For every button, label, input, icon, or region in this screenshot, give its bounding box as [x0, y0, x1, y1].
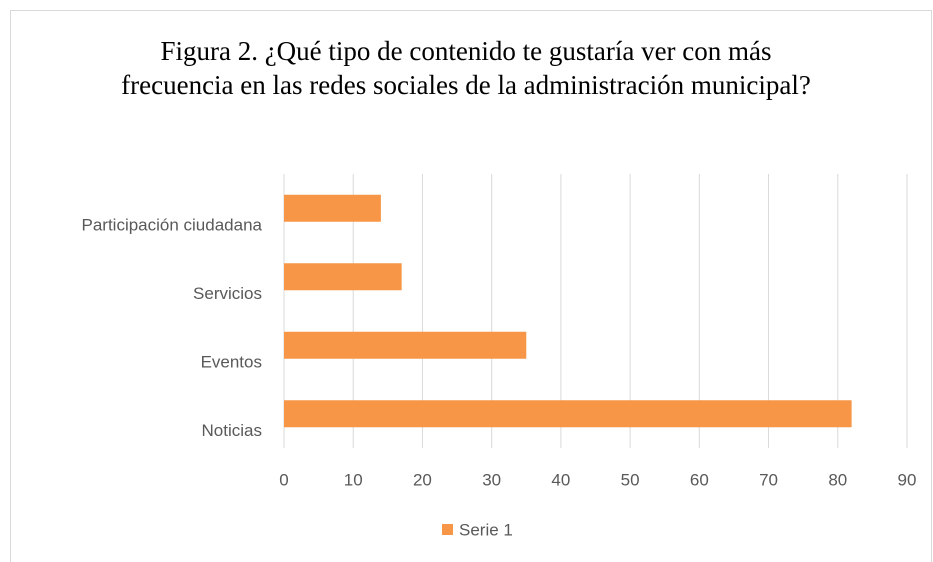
x-tick-label: 10	[344, 470, 363, 489]
y-tick-label: Servicios	[193, 284, 262, 303]
x-tick-label: 80	[828, 470, 847, 489]
legend-swatch	[442, 524, 453, 535]
x-tick-label: 0	[279, 470, 288, 489]
chart-title: Figura 2. ¿Qué tipo de contenido te gust…	[121, 36, 811, 100]
y-tick-label: Participación ciudadana	[81, 216, 262, 235]
bar	[284, 400, 852, 428]
x-tick-label: 40	[551, 470, 570, 489]
x-tick-label: 70	[759, 470, 778, 489]
bar	[284, 331, 527, 359]
x-tick-label: 60	[690, 470, 709, 489]
legend-label: Serie 1	[459, 520, 513, 539]
bar	[284, 263, 402, 291]
x-tick-label: 30	[482, 470, 501, 489]
x-tick-label: 50	[621, 470, 640, 489]
y-tick-label: Eventos	[201, 353, 262, 372]
bar	[284, 194, 381, 222]
x-tick-label: 90	[898, 470, 917, 489]
x-tick-label: 20	[413, 470, 432, 489]
chart-border	[10, 10, 932, 562]
y-tick-label: Noticias	[202, 421, 262, 440]
